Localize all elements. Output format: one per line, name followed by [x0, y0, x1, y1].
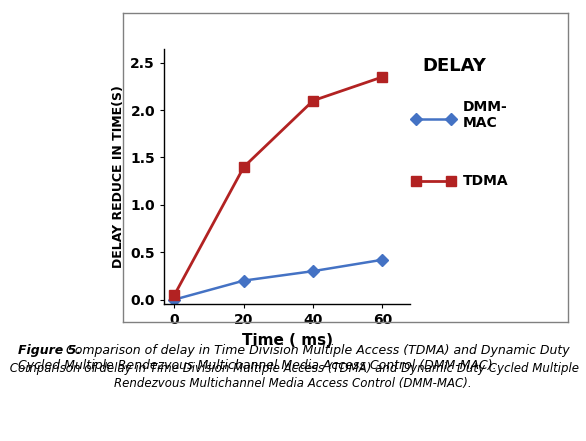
TDMA — [379, 74, 386, 79]
DMM-
MAC — [309, 269, 316, 274]
Text: DMM-
MAC: DMM- MAC — [463, 100, 507, 130]
DMM-
MAC — [379, 257, 386, 262]
TDMA — [240, 164, 247, 170]
Y-axis label: DELAY REDUCE IN TIME(S): DELAY REDUCE IN TIME(S) — [112, 85, 125, 268]
Text: Comparison of delay in Time Division Multiple Access (TDMA) and Dynamic Duty Cyc: Comparison of delay in Time Division Mul… — [18, 344, 569, 372]
Line: DMM-
MAC: DMM- MAC — [171, 256, 387, 304]
DMM-
MAC — [171, 297, 178, 302]
DMM-
MAC — [240, 278, 247, 283]
Text: DELAY: DELAY — [422, 57, 486, 75]
Text: Figure 5.: Figure 5. — [18, 344, 81, 357]
TDMA — [309, 98, 316, 103]
Text: Comparison of delay in Time Division Multiple Access (TDMA) and Dynamic Duty Cyc: Comparison of delay in Time Division Mul… — [6, 362, 580, 389]
TDMA — [171, 292, 178, 298]
Line: TDMA: TDMA — [169, 72, 387, 300]
X-axis label: Time ( ms): Time ( ms) — [241, 333, 333, 348]
Text: TDMA: TDMA — [463, 174, 509, 188]
